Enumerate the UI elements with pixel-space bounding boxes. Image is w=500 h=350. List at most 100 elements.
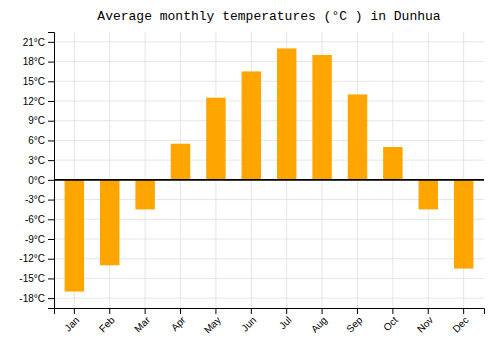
y-tick-mark: [48, 160, 54, 161]
y-tick-mark: [48, 62, 54, 63]
y-tick-label: -3°C: [25, 194, 45, 205]
y-tick-label: 18°C: [23, 56, 45, 67]
grid: [54, 32, 484, 308]
y-tick: 18°C: [23, 56, 54, 67]
x-tick-mark: [463, 308, 464, 314]
bar: [100, 180, 119, 265]
y-tick: 21°C: [23, 37, 54, 48]
y-tick-label: -15°C: [19, 273, 45, 284]
y-grid-line: [54, 179, 484, 180]
y-grid-line: [54, 298, 484, 299]
y-tick-mark: [48, 140, 54, 141]
x-tick: Jul: [277, 308, 294, 331]
y-tick-mark: [48, 81, 54, 82]
x-tick: Jun: [239, 308, 258, 334]
x-tick-label: Oct: [381, 314, 400, 333]
y-axis: -18°C -15°C -12°C -9°C -6°C -3°C 0°C 3°C 6°C 9°C 1…: [19, 33, 54, 309]
y-tick-mark: [48, 219, 54, 220]
y-tick: 12°C: [23, 96, 54, 107]
y-grid-line: [54, 120, 484, 121]
x-axis: Jan Feb Mar Apr May Jun Jul Aug Sep Oct Nov Dec: [55, 308, 485, 336]
y-tick-label: 15°C: [23, 76, 45, 87]
x-axis-line: [55, 309, 485, 315]
bar: [171, 144, 190, 180]
x-grid-line: [145, 32, 146, 308]
y-tick: 3°C: [28, 155, 54, 166]
y-tick: 15°C: [23, 76, 54, 87]
x-grid-line: [109, 32, 110, 308]
bar: [348, 94, 367, 179]
bar: [135, 180, 154, 210]
y-tick: -9°C: [25, 234, 54, 245]
y-axis-line: [48, 33, 55, 309]
y-tick: 9°C: [28, 115, 54, 126]
x-tick-mark: [180, 308, 181, 314]
x-tick-mark: [357, 308, 358, 314]
x-tick: Nov: [415, 308, 435, 335]
title: Average monthly temperatures (°C ) in Du…: [97, 9, 440, 24]
y-grid-line: [54, 41, 484, 42]
y-tick-mark: [48, 298, 54, 299]
y-tick-label: -6°C: [25, 214, 45, 225]
zero-line: [54, 179, 484, 181]
y-tick-label: 0°C: [28, 175, 45, 186]
x-tick-mark: [74, 308, 75, 314]
x-tick-mark: [428, 308, 429, 314]
y-grid-line: [54, 278, 484, 279]
y-tick-mark: [48, 121, 54, 122]
x-tick-mark: [322, 308, 323, 314]
y-tick: -3°C: [25, 194, 54, 205]
y-grid-line: [54, 101, 484, 102]
y-tick: -18°C: [19, 293, 54, 304]
bar: [277, 48, 296, 179]
x-tick-mark: [145, 308, 146, 314]
x-tick-label: Jun: [239, 314, 258, 333]
y-tick-label: 9°C: [28, 115, 45, 126]
x-tick-label: Jul: [277, 314, 294, 331]
y-tick: 0°C: [28, 175, 54, 186]
y-tick-label: 6°C: [28, 135, 45, 146]
bar: [312, 55, 331, 180]
x-tick-mark: [109, 308, 110, 314]
y-tick: -15°C: [19, 273, 54, 284]
y-tick-label: 3°C: [28, 155, 45, 166]
y-tick-label: 21°C: [23, 37, 45, 48]
x-tick-label: Sep: [344, 314, 365, 335]
bar: [65, 180, 84, 292]
y-tick-label: -12°C: [19, 253, 45, 264]
y-tick-mark: [48, 180, 54, 181]
x-tick: May: [202, 308, 223, 336]
y-tick-label: -9°C: [25, 234, 45, 245]
x-tick: Jan: [62, 308, 81, 334]
x-tick: Apr: [169, 308, 188, 333]
x-tick-label: Aug: [309, 314, 329, 334]
y-tick: -12°C: [19, 253, 54, 264]
x-tick: Oct: [381, 308, 400, 333]
y-grid-line: [54, 140, 484, 141]
bar: [454, 180, 473, 269]
x-tick-label: Jan: [62, 314, 81, 333]
y-grid-line: [54, 81, 484, 82]
bar: [206, 98, 225, 180]
y-grid-line: [54, 160, 484, 161]
y-tick-mark: [48, 42, 54, 43]
plot-area: -18°C -15°C -12°C -9°C -6°C -3°C 0°C 3°C 6°C 9°C 1…: [19, 32, 484, 336]
bar: [419, 180, 438, 210]
x-tick-label: Dec: [450, 314, 470, 334]
y-tick: -6°C: [25, 214, 54, 225]
chart-svg: -18°C -15°C -12°C -9°C -6°C -3°C 0°C 3°C 6°C 9°C 1…: [0, 0, 500, 350]
bar: [383, 147, 402, 180]
x-tick-label: May: [202, 314, 223, 335]
y-grid-line: [54, 61, 484, 62]
x-tick-label: Nov: [415, 314, 435, 334]
y-tick-label: -18°C: [19, 293, 45, 304]
x-tick: Mar: [132, 308, 152, 334]
x-grid-line: [428, 32, 429, 308]
y-tick: 6°C: [28, 135, 54, 146]
marks: [54, 48, 484, 291]
bar: [242, 71, 261, 179]
x-tick-mark: [215, 308, 216, 314]
x-tick-label: Feb: [97, 314, 117, 334]
x-tick: Dec: [450, 308, 470, 335]
x-tick-label: Mar: [132, 314, 152, 334]
